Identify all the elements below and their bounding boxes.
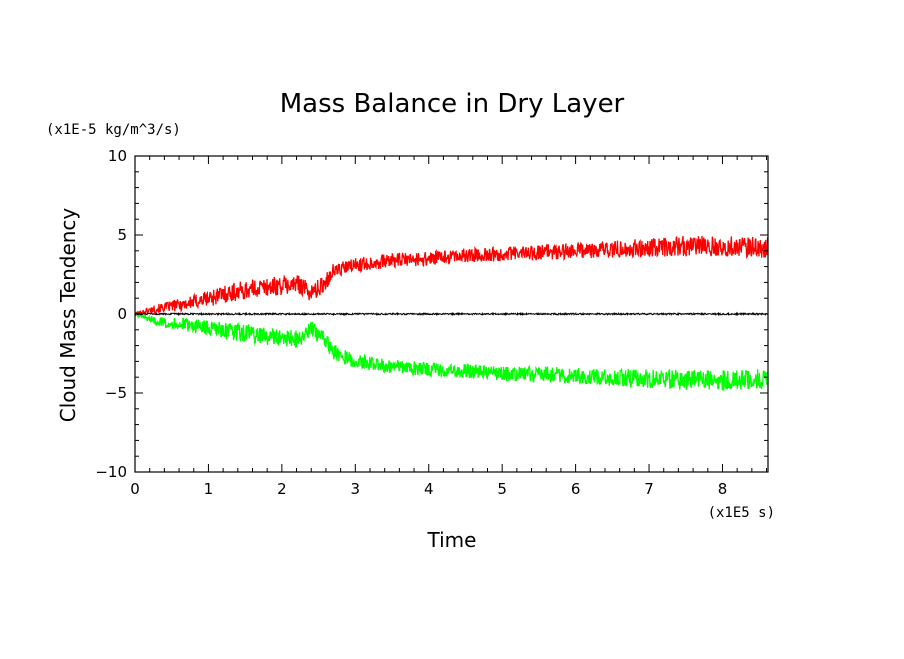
series-line-2 <box>134 311 769 317</box>
x-unit-label: (x1E5 s) <box>708 505 775 521</box>
x-tick-label: 3 <box>351 480 361 498</box>
series-line-0 <box>134 235 769 317</box>
y-unit-label: (x1E-5 kg/m^3/s) <box>46 122 181 138</box>
y-tick-label: 10 <box>108 147 127 165</box>
tick-layer: 0 1 2 3 4 5 6 7 8 −10 −5 0 5 10 <box>95 147 768 498</box>
x-tick-label: 6 <box>571 480 581 498</box>
x-tick-label: 8 <box>718 480 728 498</box>
y-tick-label: 5 <box>117 226 127 244</box>
y-axis-label: Cloud Mass Tendency <box>56 208 80 423</box>
chart-title: Mass Balance in Dry Layer <box>280 89 625 119</box>
x-tick-label: 4 <box>424 480 434 498</box>
y-tick-label: −10 <box>95 463 127 481</box>
x-tick-label: 0 <box>130 480 140 498</box>
x-tick-label: 7 <box>644 480 654 498</box>
y-tick-label: −5 <box>105 384 127 402</box>
x-tick-label: 2 <box>277 480 287 498</box>
x-tick-label: 1 <box>204 480 214 498</box>
y-tick-label: 0 <box>117 305 127 323</box>
x-tick-label: 5 <box>497 480 507 498</box>
x-axis-label: Time <box>427 528 477 552</box>
series-line-1 <box>134 311 769 391</box>
series-layer <box>134 235 769 391</box>
plot-frame <box>134 155 769 473</box>
